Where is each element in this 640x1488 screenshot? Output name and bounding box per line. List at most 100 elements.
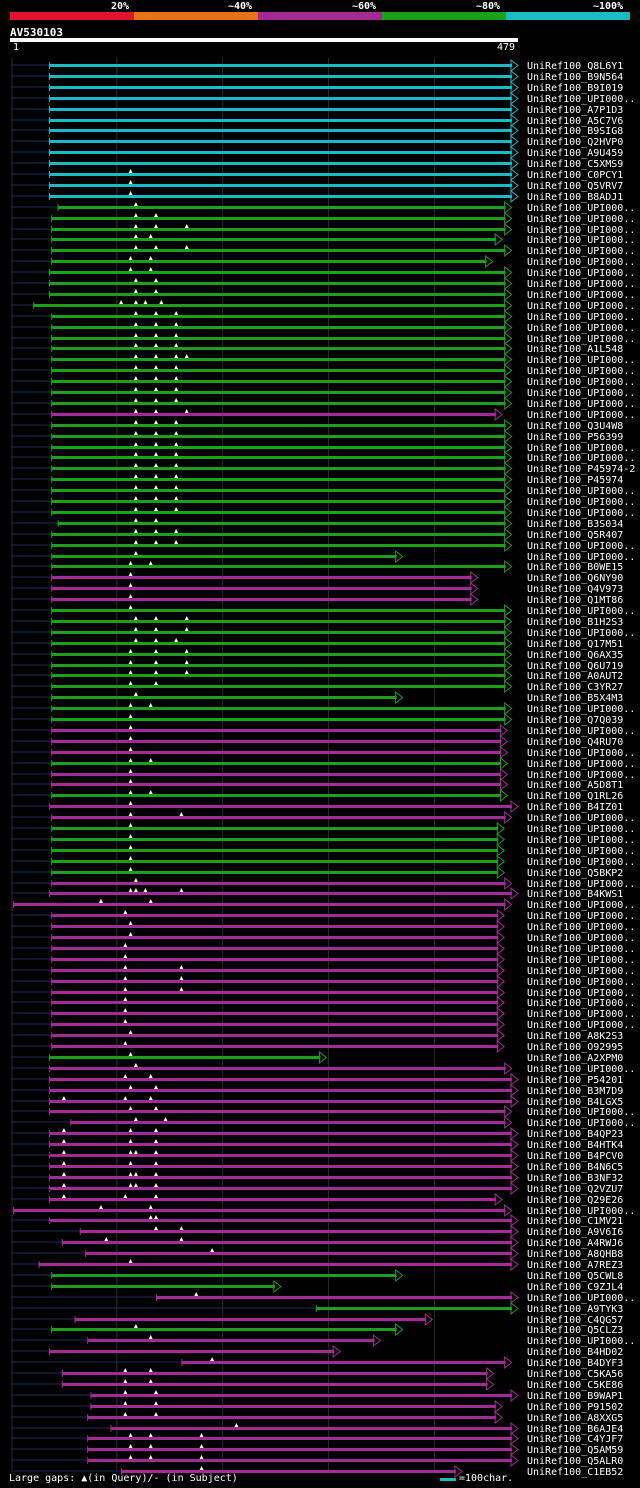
hit-row[interactable]: UniRef100_UPI000.. — [11, 200, 635, 215]
hit-row[interactable]: UniRef100_UPI000.. — [11, 919, 635, 934]
hit-label[interactable]: UniRef100_Q2VZU7 — [527, 1184, 623, 1195]
hit-label[interactable]: UniRef100_B0WE15 — [527, 562, 623, 573]
hit-row[interactable]: UniRef100_Q1RL26 — [11, 788, 623, 803]
hit-label[interactable]: UniRef100_C5KA56 — [527, 1369, 623, 1380]
hit-label[interactable]: UniRef100_Q8L6Y1 — [527, 61, 623, 72]
hit-row[interactable]: UniRef100_B0WE15 — [11, 559, 623, 574]
hit-label[interactable]: UniRef100_UPI000.. — [527, 301, 635, 312]
hit-label[interactable]: UniRef100_Q4RU70 — [527, 737, 623, 748]
hit-row[interactable]: UniRef100_UPI000.. — [11, 298, 635, 313]
hit-label[interactable]: UniRef100_UPI000.. — [527, 1336, 635, 1347]
hit-row[interactable]: UniRef100_Q29E26 — [11, 1192, 623, 1207]
hit-row[interactable]: UniRef100_Q5BKP2 — [11, 865, 623, 880]
hit-row[interactable]: UniRef100_A4RWJ6 — [11, 1235, 623, 1250]
hit-row[interactable]: UniRef100_P45974-2 — [11, 461, 635, 476]
hit-row[interactable]: UniRef100_UPI000.. — [11, 538, 635, 553]
hit-row[interactable]: UniRef100_B5X4M3 — [11, 690, 623, 705]
hit-row[interactable]: UniRef100_UPI000.. — [11, 309, 635, 324]
hit-label[interactable]: UniRef100_Q17M51 — [527, 639, 623, 650]
hit-row[interactable]: UniRef100_A1L548 — [11, 341, 623, 356]
hit-label[interactable]: UniRef100_B5X4M3 — [527, 693, 623, 704]
hit-label[interactable]: UniRef100_P45974-2 — [527, 464, 635, 475]
hit-label[interactable]: UniRef100_B3M7D9 — [527, 1086, 623, 1097]
hit-row[interactable]: UniRef100_UPI000.. — [11, 603, 635, 618]
hit-label[interactable]: UniRef100_Q2HVP0 — [527, 137, 623, 148]
hit-row[interactable]: UniRef100_Q1MT86 — [11, 592, 623, 607]
hit-row[interactable]: UniRef100_Q5R407 — [11, 527, 623, 542]
hit-row[interactable]: UniRef100_UPI000.. — [11, 952, 635, 967]
hit-label[interactable]: UniRef100_Q5AM59 — [527, 1445, 623, 1456]
hit-label[interactable]: UniRef100_Q6AX35 — [527, 650, 623, 661]
hit-label[interactable]: UniRef100_Q1MT86 — [527, 595, 623, 606]
hit-label[interactable]: UniRef100_UPI000.. — [527, 628, 635, 639]
hit-row[interactable]: UniRef100_UPI000.. — [11, 810, 635, 825]
hit-label[interactable]: UniRef100_UPI000.. — [527, 977, 635, 988]
hit-label[interactable]: UniRef100_B3S034 — [527, 519, 623, 530]
hit-row[interactable]: UniRef100_UPI000.. — [11, 254, 635, 269]
hit-label[interactable]: UniRef100_C4YJF7 — [527, 1434, 623, 1445]
hit-label[interactable]: UniRef100_UPI000.. — [527, 377, 635, 388]
hit-label[interactable]: UniRef100_Q5VRV7 — [527, 181, 623, 192]
hit-row[interactable]: UniRef100_UPI000.. — [11, 963, 635, 978]
hit-row[interactable]: UniRef100_B4HTK4 — [11, 1137, 623, 1152]
hit-label[interactable]: UniRef100_B4KWS1 — [527, 889, 623, 900]
hit-label[interactable]: UniRef100_A9TYK3 — [527, 1304, 623, 1315]
hit-row[interactable]: UniRef100_B4LGX5 — [11, 1094, 623, 1109]
hit-label[interactable]: UniRef100_P91502 — [527, 1402, 623, 1413]
hit-row[interactable]: UniRef100_UPI000.. — [11, 974, 635, 989]
hit-row[interactable]: UniRef100_UPI000.. — [11, 1006, 635, 1021]
hit-row[interactable]: UniRef100_C1MV21 — [11, 1213, 623, 1228]
hit-row[interactable]: UniRef100_UPI000.. — [11, 276, 635, 291]
hit-label[interactable]: UniRef100_C1MV21 — [527, 1216, 623, 1227]
hit-row[interactable]: UniRef100_O92995 — [11, 1039, 623, 1054]
hit-label[interactable]: UniRef100_UPI000.. — [527, 846, 635, 857]
hit-row[interactable]: UniRef100_Q7Q039 — [11, 712, 623, 727]
hit-row[interactable]: UniRef100_Q6NY90 — [11, 570, 623, 585]
hit-label[interactable]: UniRef100_UPI000.. — [527, 759, 635, 770]
hit-label[interactable]: UniRef100_UPI000.. — [527, 704, 635, 715]
hit-label[interactable]: UniRef100_Q5BKP2 — [527, 868, 623, 879]
hit-row[interactable]: UniRef100_UPI000.. — [11, 701, 635, 716]
hit-label[interactable]: UniRef100_B9WAP1 — [527, 1391, 623, 1402]
hit-row[interactable]: UniRef100_B9N564 — [11, 69, 623, 84]
hit-row[interactable]: UniRef100_Q5VRV7 — [11, 178, 623, 193]
hit-row[interactable]: UniRef100_A7P1D3 — [11, 102, 623, 117]
hit-row[interactable]: UniRef100_A8QHB8 — [11, 1246, 623, 1261]
hit-row[interactable]: UniRef100_UPI000.. — [11, 854, 635, 869]
hit-label[interactable]: UniRef100_UPI000.. — [527, 1009, 635, 1020]
hit-row[interactable]: UniRef100_Q4V973 — [11, 581, 623, 596]
hit-label[interactable]: UniRef100_UPI000.. — [527, 225, 635, 236]
hit-label[interactable]: UniRef100_UPI000.. — [527, 279, 635, 290]
hit-row[interactable]: UniRef100_C4QG57 — [11, 1312, 623, 1327]
hit-row[interactable]: UniRef100_UPI000.. — [11, 756, 635, 771]
hit-row[interactable]: UniRef100_UPI000.. — [11, 843, 635, 858]
hit-label[interactable]: UniRef100_A5D8T1 — [527, 780, 623, 791]
hit-label[interactable]: UniRef100_UPI000.. — [527, 552, 635, 563]
hit-label[interactable]: UniRef100_Q5CLZ3 — [527, 1325, 623, 1336]
hit-label[interactable]: UniRef100_UPI000.. — [527, 748, 635, 759]
hit-row[interactable]: UniRef100_Q3U4W8 — [11, 418, 623, 433]
hit-label[interactable]: UniRef100_UPI000.. — [527, 214, 635, 225]
hit-row[interactable]: UniRef100_UPI000.. — [11, 723, 635, 738]
hit-label[interactable]: UniRef100_UPI000.. — [527, 933, 635, 944]
hit-label[interactable]: UniRef100_B1H2S3 — [527, 617, 623, 628]
hit-label[interactable]: UniRef100_Q6U719 — [527, 661, 623, 672]
hit-label[interactable]: UniRef100_Q3U4W8 — [527, 421, 623, 432]
hit-row[interactable]: UniRef100_Q8L6Y1 — [11, 58, 623, 73]
hit-row[interactable]: UniRef100_Q17M51 — [11, 636, 623, 651]
hit-row[interactable]: UniRef100_P45974 — [11, 472, 623, 487]
hit-row[interactable]: UniRef100_B4PCV0 — [11, 1148, 623, 1163]
hit-label[interactable]: UniRef100_B9SIG8 — [527, 126, 623, 137]
hit-row[interactable]: UniRef100_B4IZ01 — [11, 799, 623, 814]
hit-label[interactable]: UniRef100_UPI000.. — [527, 334, 635, 345]
hit-label[interactable]: UniRef100_UPI000.. — [527, 355, 635, 366]
hit-label[interactable]: UniRef100_C5XMS9 — [527, 159, 623, 170]
hit-row[interactable]: UniRef100_UPI000.. — [11, 505, 635, 520]
hit-row[interactable]: UniRef100_UPI000.. — [11, 232, 635, 247]
hit-row[interactable]: UniRef100_C5XMS9 — [11, 156, 623, 171]
hit-label[interactable]: UniRef100_B4HTK4 — [527, 1140, 623, 1151]
hit-row[interactable]: UniRef100_A9TYK3 — [11, 1301, 623, 1316]
hit-label[interactable]: UniRef100_UPI000.. — [527, 944, 635, 955]
hit-label[interactable]: UniRef100_UPI000.. — [527, 955, 635, 966]
hit-row[interactable]: UniRef100_UPI000.. — [11, 625, 635, 640]
